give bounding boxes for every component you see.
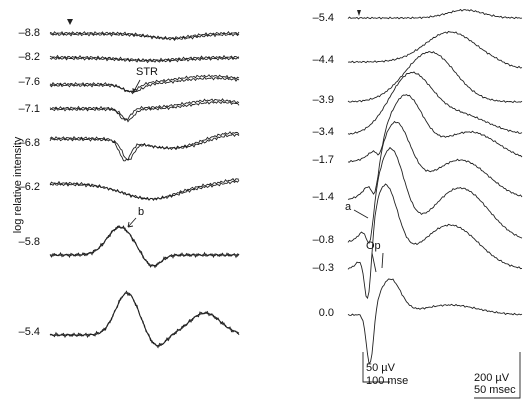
y-axis-label: log relative intensity bbox=[12, 136, 24, 233]
waveform bbox=[49, 76, 240, 95]
waveform bbox=[347, 71, 523, 135]
scale-label: 50 msec bbox=[474, 384, 516, 396]
scale-label: 100 mse bbox=[366, 375, 408, 387]
annotation: b bbox=[138, 206, 144, 218]
waveform bbox=[347, 8, 523, 20]
annotation-arrow bbox=[371, 252, 384, 273]
scale-label: 50 µV bbox=[366, 362, 396, 374]
intensity-label: –5.4 bbox=[19, 326, 40, 338]
waveform bbox=[49, 290, 240, 349]
scale-bar bbox=[362, 352, 390, 383]
waveform bbox=[49, 100, 240, 123]
intensity-label: –5.4 bbox=[313, 12, 334, 24]
intensity-label: –1.7 bbox=[313, 154, 334, 166]
waveform bbox=[49, 131, 240, 162]
waveform bbox=[347, 50, 523, 104]
waveform bbox=[347, 183, 523, 300]
waveform bbox=[347, 278, 523, 365]
waveform bbox=[49, 74, 240, 93]
intensity-label: –0.8 bbox=[313, 234, 334, 246]
intensity-label: –8.2 bbox=[19, 51, 40, 63]
annotation: Op bbox=[366, 240, 381, 252]
intensity-label: –5.8 bbox=[19, 236, 40, 248]
intensity-label: –1.4 bbox=[313, 191, 334, 203]
annotation-arrow bbox=[353, 209, 369, 219]
intensity-label: –6.2 bbox=[19, 181, 40, 193]
waveform bbox=[49, 54, 240, 63]
intensity-label: –0.3 bbox=[313, 262, 334, 274]
intensity-label: –3.9 bbox=[313, 94, 334, 106]
intensity-label: –7.6 bbox=[19, 76, 40, 88]
intensity-label: –6.8 bbox=[19, 137, 40, 149]
waveform bbox=[49, 56, 240, 64]
scale-bar bbox=[474, 352, 521, 399]
annotation-arrow bbox=[127, 217, 137, 228]
waveform bbox=[49, 32, 240, 42]
annotation: a bbox=[345, 201, 352, 213]
intensity-label: 0.0 bbox=[319, 307, 334, 319]
intensity-label: –4.4 bbox=[313, 54, 334, 66]
waveform bbox=[49, 225, 240, 267]
annotation: STR bbox=[136, 66, 158, 78]
waveform bbox=[347, 120, 523, 200]
waveform bbox=[347, 146, 523, 244]
waveform bbox=[49, 292, 240, 347]
waveform bbox=[347, 30, 523, 69]
waveform bbox=[49, 224, 240, 269]
waveform bbox=[49, 98, 240, 122]
waveform bbox=[49, 133, 240, 161]
intensity-label: –7.1 bbox=[19, 103, 40, 115]
waveform bbox=[347, 94, 523, 163]
waveform bbox=[49, 179, 240, 201]
intensity-label: –3.4 bbox=[313, 126, 334, 138]
waveform bbox=[49, 178, 240, 201]
intensity-label: –8.8 bbox=[19, 27, 40, 39]
scale-label: 200 µV bbox=[474, 372, 510, 384]
